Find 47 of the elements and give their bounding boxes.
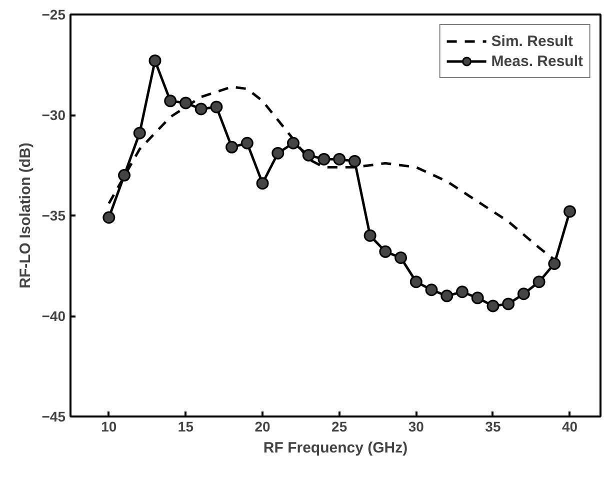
point — [272, 146, 284, 160]
y-tick-label: −35 — [42, 208, 66, 224]
point — [502, 298, 515, 310]
y-tick-label: −30 — [42, 107, 66, 123]
point — [471, 292, 484, 304]
x-tick-label: 35 — [485, 418, 501, 434]
point — [240, 136, 254, 150]
y-tick-label: −40 — [42, 308, 66, 324]
point — [256, 177, 269, 190]
y-tick-label: −45 — [42, 408, 66, 424]
point — [425, 284, 438, 296]
x-tick-label: 25 — [332, 418, 348, 434]
point — [364, 229, 376, 242]
x-tick-label: 10 — [101, 418, 117, 434]
point — [486, 300, 500, 312]
x-tick-label: 40 — [562, 418, 578, 434]
point — [118, 169, 131, 182]
point — [532, 276, 546, 288]
point — [548, 258, 561, 270]
point — [440, 290, 454, 302]
x-tick-label: 30 — [408, 418, 424, 434]
point — [564, 205, 576, 218]
point — [456, 286, 468, 298]
point — [102, 211, 116, 224]
x-tick-label: 15 — [178, 418, 194, 434]
point — [410, 276, 422, 288]
point — [379, 245, 392, 258]
point — [394, 251, 408, 264]
y-axis-title: RF-LO Isolation (dB) — [16, 142, 34, 288]
point — [148, 54, 162, 67]
point — [164, 94, 177, 108]
point — [287, 136, 300, 150]
point — [194, 102, 208, 116]
point — [210, 100, 223, 114]
legend-label: Meas. Result — [491, 52, 583, 70]
point — [333, 152, 346, 166]
x-axis-title: RF Frequency (GHz) — [263, 440, 408, 456]
point — [348, 154, 361, 168]
x-tick-label: 20 — [254, 418, 271, 434]
legend-label: Sim. Result — [491, 32, 573, 50]
point — [226, 140, 238, 154]
point — [133, 126, 146, 140]
point — [517, 288, 530, 300]
point — [302, 148, 315, 162]
y-tick-label: −25 — [42, 6, 66, 22]
point — [318, 152, 330, 166]
point — [179, 96, 192, 110]
